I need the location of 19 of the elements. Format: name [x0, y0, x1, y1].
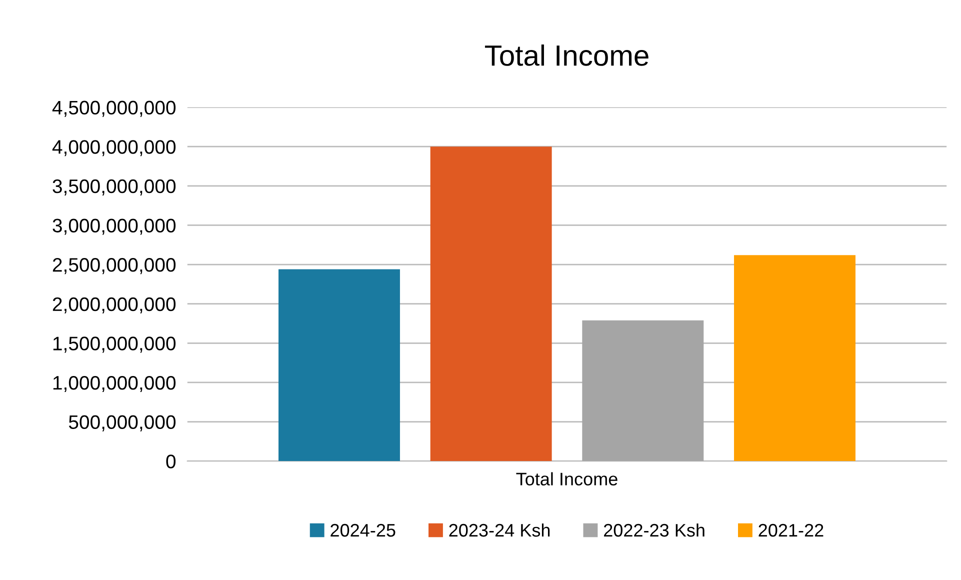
y-tick-label: 3,000,000,000: [52, 218, 176, 235]
legend-label: 2024-25: [330, 524, 396, 537]
bar: [734, 255, 856, 462]
y-tick-label: 4,000,000,000: [52, 140, 176, 156]
chart-title: Total Income: [484, 44, 648, 66]
y-tick-label: 2,500,000,000: [52, 258, 176, 274]
y-tick-label: 1,500,000,000: [53, 336, 176, 353]
y-tick-label: 2,000,000,000: [52, 297, 176, 314]
y-tick-label: 0: [166, 454, 176, 468]
y-tick-label: 3,500,000,000: [52, 179, 176, 196]
y-tick-label: 500,000,000: [68, 415, 176, 432]
bar: [278, 269, 400, 462]
y-tick-label: 4,500,000,000: [52, 100, 176, 117]
bar: [582, 320, 704, 462]
legend-label: 2022-23 Ksh: [604, 523, 704, 537]
bar: [430, 146, 552, 462]
legend-label: 2021-22: [758, 524, 824, 537]
legend-label: 2023-24 Ksh: [449, 523, 550, 537]
y-tick-label: 1,000,000,000: [53, 376, 176, 392]
